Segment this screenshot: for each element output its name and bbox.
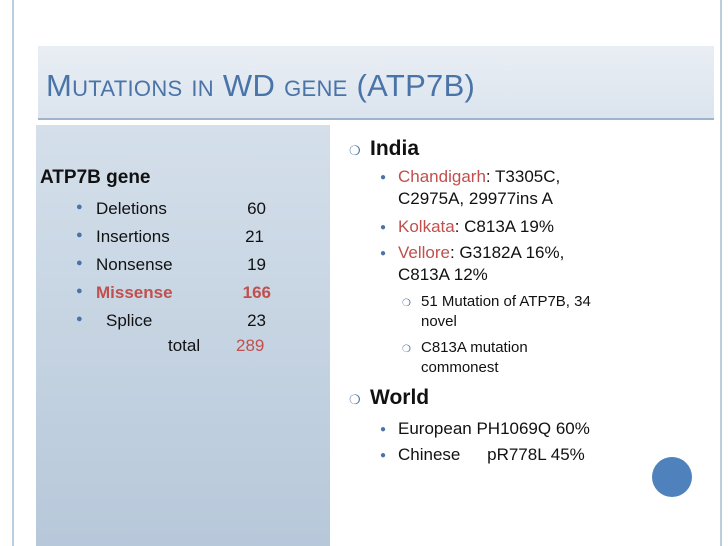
left-content-panel xyxy=(36,125,330,546)
bullet-icon: ● xyxy=(380,424,387,435)
bullet-icon: ● xyxy=(76,313,83,325)
total-value: 289 xyxy=(236,336,265,355)
subitem-text: C813A mutation xyxy=(421,339,528,356)
subitem-text: 51 Mutation of ATP7B, 34 xyxy=(421,293,591,310)
bullet-icon: ● xyxy=(76,201,83,213)
mutation-label: Deletions xyxy=(96,199,167,218)
subitem-text: novel xyxy=(421,313,457,330)
gene-heading: ATP7B gene xyxy=(40,167,151,188)
bullet-icon: ❍ xyxy=(402,344,411,355)
population-mutation: pR778L 45% xyxy=(487,445,585,464)
vellore-subitem-1: 51 Mutation of ATP7B, 34 novel xyxy=(421,292,591,332)
chandigarh-mutations: : T3305C, xyxy=(485,167,561,186)
mutation-count: 60 xyxy=(247,199,266,218)
title-divider xyxy=(38,118,714,120)
mutation-count: 23 xyxy=(247,311,266,330)
chandigarh-mutations-cont: C2975A, 29977ins A xyxy=(398,189,554,208)
bullet-icon: ❍ xyxy=(349,392,361,407)
mutation-label: Nonsense xyxy=(96,255,173,274)
subitem-text: commonest xyxy=(421,359,499,376)
mutation-count: 19 xyxy=(247,255,266,274)
right-frame-line xyxy=(720,0,722,546)
mutation-count: 21 xyxy=(245,227,264,246)
world-heading: World xyxy=(370,386,430,409)
vellore-item: Vellore: G3182A 16%, C813A 12% xyxy=(398,242,564,286)
india-heading: India xyxy=(370,137,420,160)
bullet-icon: ● xyxy=(76,229,83,241)
title-band xyxy=(38,46,714,120)
vellore-mutations: : G3182A 16%, xyxy=(449,243,565,262)
bullet-icon: ● xyxy=(380,172,387,183)
mutation-count: 166 xyxy=(242,283,271,302)
place-chandigarh: Chandigarh xyxy=(398,167,486,186)
world-item-chinese: Chinese pR778L 45% xyxy=(398,444,585,466)
mutation-label: Splice xyxy=(106,311,153,330)
bullet-icon: ● xyxy=(76,257,83,269)
bullet-icon: ● xyxy=(380,248,387,259)
total-label: total xyxy=(168,336,201,355)
world-item-european: European PH1069Q 60% xyxy=(398,419,590,438)
left-frame-line xyxy=(12,0,14,546)
mutation-label: Missense xyxy=(96,283,173,302)
population-label: Chinese xyxy=(398,445,461,464)
bullet-icon: ❍ xyxy=(402,298,411,309)
bullet-icon: ● xyxy=(380,222,387,233)
bullet-icon: ❍ xyxy=(349,143,361,158)
slide-title: Mutations in WD gene (ATP7B) xyxy=(46,68,476,103)
chandigarh-item: Chandigarh: T3305C, C2975A, 29977ins A xyxy=(398,166,560,210)
mutation-label: Insertions xyxy=(96,227,170,246)
place-kolkata: Kolkata xyxy=(398,217,455,236)
bullet-icon: ● xyxy=(380,450,387,461)
vellore-mutations-cont: C813A 12% xyxy=(398,265,488,284)
kolkata-item: Kolkata: C813A 19% xyxy=(398,216,554,238)
place-vellore: Vellore xyxy=(398,243,450,262)
decorative-circle xyxy=(652,457,692,497)
bullet-icon: ● xyxy=(76,285,83,297)
kolkata-mutations: : C813A 19% xyxy=(454,217,554,236)
vellore-subitem-2: C813A mutation commonest xyxy=(421,338,528,378)
